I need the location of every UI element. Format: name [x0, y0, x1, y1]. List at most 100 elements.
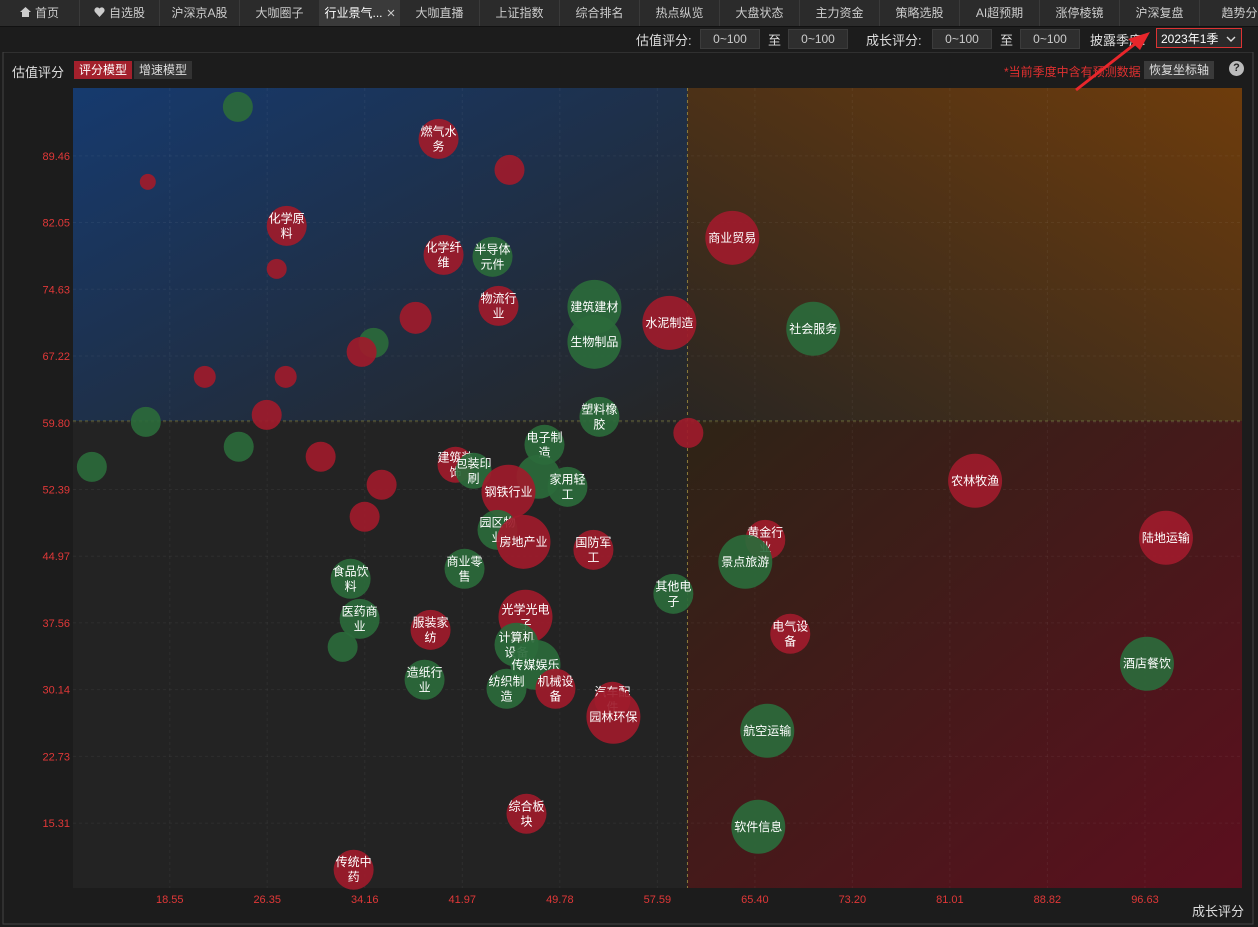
- bubble: [496, 514, 551, 569]
- growth-to-input[interactable]: 0~100: [1020, 29, 1080, 49]
- tab[interactable]: 策略选股: [880, 0, 960, 26]
- chevron: [1226, 36, 1236, 42]
- bubble: [444, 548, 485, 589]
- tab[interactable]: 大咖直播: [400, 0, 480, 26]
- bubble: [535, 668, 576, 709]
- help-icon[interactable]: ?: [1229, 61, 1244, 76]
- value-to-input[interactable]: 0~100: [788, 29, 848, 49]
- bubble-label: 酒店餐饮: [1123, 656, 1171, 671]
- tab-label: 沪深京A股: [171, 6, 228, 20]
- tab[interactable]: 沪深复盘: [1120, 0, 1200, 26]
- bubble-label: 化学原料: [269, 210, 305, 240]
- bubble-label: 农林牧渔: [951, 474, 999, 488]
- bubble-label: 建筑建材: [570, 299, 618, 314]
- tab-label: 策略选股: [895, 6, 944, 20]
- bubble: [333, 849, 374, 890]
- value-from-input[interactable]: 0~100: [700, 29, 760, 49]
- tab[interactable]: 自选股: [80, 0, 160, 26]
- x-tick-label: 65.40: [741, 894, 769, 906]
- tab[interactable]: 趋势分: [1200, 0, 1258, 26]
- bubble-label: 服装家纺: [413, 614, 449, 644]
- bubble: [506, 793, 547, 834]
- bubble: [410, 609, 451, 650]
- bubble: [948, 453, 1003, 508]
- bubble-label: 其他电子: [655, 579, 691, 608]
- bubble-label: 传媒娱乐: [511, 657, 559, 672]
- bubble-label: 半导体元件: [475, 242, 511, 271]
- heart-icon: [94, 7, 105, 17]
- model-button[interactable]: 增速模型: [134, 61, 193, 79]
- tab[interactable]: AI超预期: [960, 0, 1040, 26]
- bubble: [770, 613, 811, 654]
- bubble: [579, 396, 620, 437]
- tab-label: 自选股: [108, 6, 145, 20]
- bubble-label: 生物制品: [570, 335, 618, 349]
- bubble-label: 电气设备: [772, 618, 808, 648]
- tab[interactable]: 首页: [0, 0, 80, 26]
- y-tick-label: 74.63: [42, 284, 70, 296]
- close-icon[interactable]: [387, 9, 395, 17]
- x-tick-label: 26.35: [253, 894, 281, 906]
- bubble: [586, 689, 641, 744]
- x-tick-label: 18.55: [156, 894, 184, 906]
- x-tick-label: 73.20: [839, 894, 867, 906]
- bubble-label: 燃气水务: [421, 123, 457, 153]
- y-tick-label: 30.14: [42, 685, 70, 697]
- x-tick-label: 88.82: [1034, 894, 1062, 906]
- y-tick-label: 82.05: [42, 218, 70, 230]
- bubble: [653, 573, 694, 614]
- bubble: [349, 501, 380, 532]
- bubble: [423, 234, 464, 275]
- bubble: [346, 336, 377, 367]
- bubble-label: 物流行业: [481, 291, 517, 320]
- bubble-label: 造纸行业: [407, 665, 443, 694]
- bubble: [547, 466, 588, 507]
- tab-label: 趋势分: [1221, 6, 1258, 20]
- tab[interactable]: 热点纵览: [640, 0, 720, 26]
- tab[interactable]: 涨停棱镜: [1040, 0, 1120, 26]
- bubble: [455, 452, 492, 489]
- tab[interactable]: 行业景气...: [320, 0, 400, 26]
- bubble: [266, 258, 287, 279]
- bubble-label: 园林环保: [589, 710, 637, 724]
- bubble: [481, 464, 536, 519]
- tab[interactable]: 主力资金: [800, 0, 880, 26]
- y-tick-label: 67.22: [42, 351, 70, 363]
- tab[interactable]: 大盘状态: [720, 0, 800, 26]
- y-tick-label: 44.97: [42, 551, 70, 563]
- bubble-label: 陆地运输: [1142, 530, 1190, 545]
- x-axis-title: 成长评分: [1192, 904, 1244, 919]
- forecast-note: *当前季度中含有预测数据: [1004, 65, 1141, 79]
- bubble: [366, 469, 397, 500]
- tab[interactable]: 大咖圈子: [240, 0, 320, 26]
- bubble: [1119, 636, 1174, 691]
- bubble: [486, 668, 527, 709]
- bubble: [139, 173, 156, 190]
- bubble: [330, 558, 371, 599]
- y-axis-title: 估值评分: [12, 65, 65, 80]
- tab-label: 大咖直播: [415, 6, 464, 20]
- bubble: [524, 424, 565, 465]
- x-tick-label: 96.63: [1131, 894, 1159, 906]
- tab-label: 综合排名: [575, 6, 624, 20]
- bubble: [339, 598, 380, 639]
- x-tick-label: 49.78: [546, 894, 574, 906]
- bubble: [223, 431, 254, 462]
- bubble-label: 化学纤维: [426, 239, 462, 269]
- reset-axis-button[interactable]: 恢复坐标轴: [1144, 61, 1215, 79]
- bubble-label: 包装印刷: [456, 456, 492, 485]
- tab-label: 热点纵览: [655, 6, 704, 20]
- bubble: [718, 534, 773, 589]
- y-tick-label: 52.39: [42, 484, 70, 496]
- model-button[interactable]: 评分模型: [74, 61, 133, 79]
- bubble-label: 航空运输: [743, 723, 791, 738]
- tab-label: AI超预期: [975, 6, 1024, 20]
- tab[interactable]: 综合排名: [560, 0, 640, 26]
- bubble-label: 国防军工: [575, 534, 611, 564]
- growth-from-input[interactable]: 0~100: [932, 29, 992, 49]
- quarter-select[interactable]: 2023年1季: [1156, 28, 1242, 48]
- quarter-value: 2023年1季: [1161, 32, 1219, 46]
- tab[interactable]: 上证指数: [480, 0, 560, 26]
- bubble: [404, 659, 445, 700]
- tab[interactable]: 沪深京A股: [160, 0, 240, 26]
